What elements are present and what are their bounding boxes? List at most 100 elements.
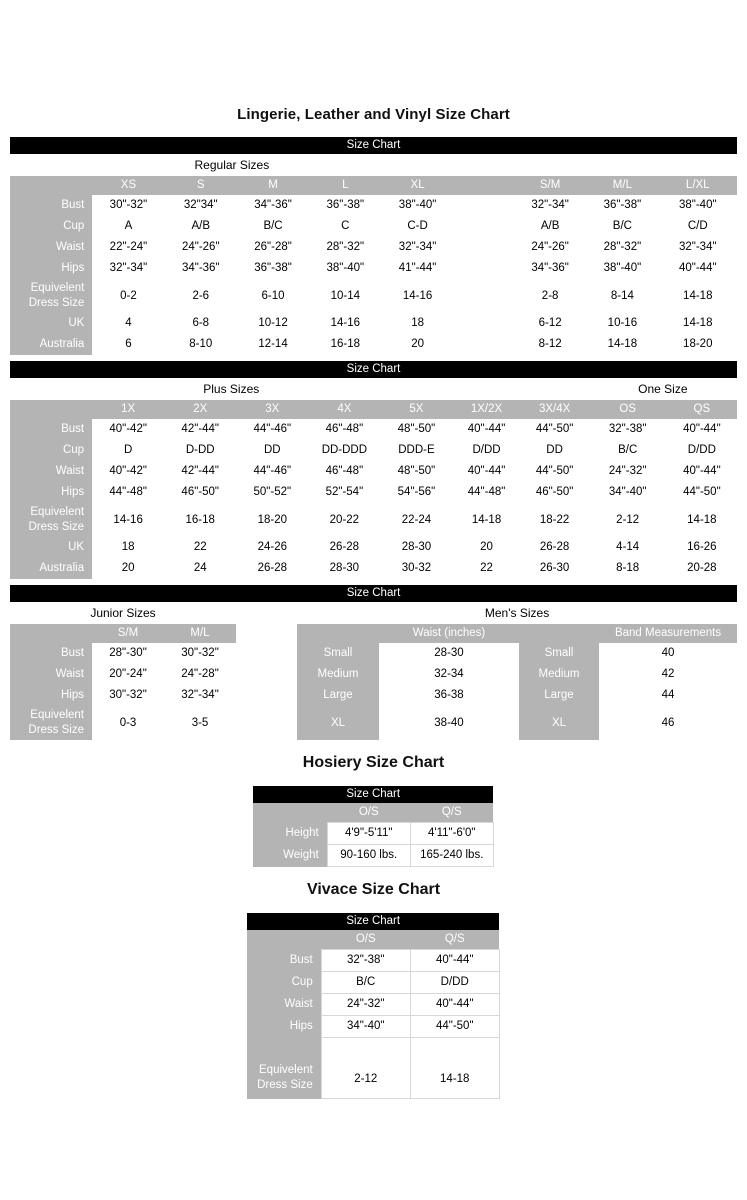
table-row: Cup A A/B B/C C C-D A/B B/C C/D [10, 216, 737, 237]
cell: 30"-32" [92, 685, 164, 706]
table-row: Bust 32"-38" 40"-44" [247, 949, 500, 972]
cell: 30-32 [380, 558, 453, 579]
cell: D/DD [409, 971, 500, 994]
cell: DD [236, 440, 309, 461]
cell-gap [453, 216, 514, 237]
junior-sizes-caption: Junior Sizes [10, 602, 236, 624]
cell: 26-30 [520, 558, 589, 579]
cell: 28-30 [308, 558, 381, 579]
junior-mens-column-header-row: S/M M/L Waist (inches) Band Measurements [10, 624, 738, 643]
cell: 32-34 [379, 664, 519, 685]
cell: 36-38 [379, 685, 519, 706]
label-line-2: Dress Size [257, 1079, 313, 1091]
section-gap [236, 664, 297, 685]
cell: B/C [320, 971, 411, 994]
cell: 44"-50" [520, 419, 589, 440]
cell: 14-16 [381, 279, 454, 313]
cell-gap [453, 195, 514, 216]
cell: D/DD [666, 440, 737, 461]
cell: 18 [92, 537, 165, 558]
one-size-caption: One Size [588, 378, 737, 400]
regular-col-m: M [236, 176, 310, 195]
page-title-lingerie: Lingerie, Leather and Vinyl Size Chart [237, 106, 510, 123]
plus-col-2x: 2X [164, 400, 237, 419]
label-line-2: Dress Size [28, 521, 85, 533]
cell: D-DD [164, 440, 237, 461]
cell: 6 [92, 334, 165, 355]
cell: C/D [658, 216, 737, 237]
table-row: Height 4'9"-5'11" 4'11"-6'0" [253, 822, 494, 845]
cell: 40"-44" [452, 419, 521, 440]
table-row: Waist 22"-24" 24"-26" 26"-28" 28"-32" 32… [10, 237, 737, 258]
cell: 14-18 [586, 334, 659, 355]
regular-row-label-uk: UK [10, 313, 93, 334]
vivace-col-os: O/S [321, 930, 411, 950]
plus-sizes-table: Size Chart Plus Sizes One Size 1X 2X 3X … [10, 361, 737, 579]
table-row: Bust 30"-32" 32"34" 34"-36" 36"-38" 38"-… [10, 195, 737, 216]
junior-col-ml: M/L [164, 624, 236, 643]
regular-col-xl: XL [381, 176, 454, 195]
cell: 14-18 [409, 1037, 500, 1099]
cell: 2-8 [513, 279, 587, 313]
regular-col-ml: M/L [586, 176, 659, 195]
mens-row-label-medium: Medium [297, 664, 379, 685]
cell: 28"-32" [586, 237, 659, 258]
vivace-row-label-cup: Cup [247, 971, 322, 994]
cell: 4'11"-6'0" [409, 822, 494, 845]
cell: 6-12 [513, 313, 587, 334]
vivace-section: Size Chart O/S Q/S Bust 32"-38" 40"-44" … [0, 913, 747, 1099]
cell: 8-10 [164, 334, 237, 355]
cell: 18-20 [658, 334, 737, 355]
mens-corner-cell [297, 624, 379, 643]
cell: 10-12 [236, 313, 310, 334]
table-row: Australia 6 8-10 12-14 16-18 20 8-12 14-… [10, 334, 737, 355]
cell: 50"-52" [236, 482, 309, 503]
cell: 28"-32" [309, 237, 382, 258]
regular-sizes-table: Size Chart Regular Sizes XS S M L XL S/M… [10, 137, 737, 355]
cell: 32"-34" [513, 195, 587, 216]
table-row: Equivelent Dress Size 2-12 14-18 [247, 1037, 500, 1099]
cell: D [92, 440, 165, 461]
cell: 24"-26" [513, 237, 587, 258]
cell: 18 [381, 313, 454, 334]
plus-col-qs: QS [666, 400, 737, 419]
cell: 34"-40" [320, 1015, 411, 1038]
junior-mens-section: Size Chart Junior Sizes Men's Sizes S/M … [0, 585, 747, 740]
cell: DDD-E [380, 440, 453, 461]
plus-column-header-row: 1X 2X 3X 4X 5X 1X/2X 3X/4X OS QS [10, 400, 737, 419]
cell: 30"-32" [164, 643, 236, 664]
cell: 22-24 [380, 503, 453, 537]
hosiery-column-header-row: O/S Q/S [253, 803, 494, 823]
cell: C [309, 216, 382, 237]
section-gap [236, 624, 297, 643]
mens-band-label-large: Large [519, 685, 599, 706]
mens-col-waist: Waist (inches) [379, 624, 519, 643]
size-chart-bar: Size Chart [10, 137, 737, 154]
plus-row-label-cup: Cup [10, 440, 93, 461]
section-title-hosiery: Hosiery Size Chart [302, 754, 445, 771]
section-gap [236, 685, 297, 706]
cell: 40 [599, 643, 738, 664]
junior-corner-cell [10, 624, 92, 643]
cell: 34"-36" [513, 258, 587, 279]
plus-row-label-bust: Bust [10, 419, 93, 440]
junior-mens-caption-row: Junior Sizes Men's Sizes [10, 602, 738, 624]
size-chart-bar-row: Size Chart [10, 137, 737, 154]
cell: 12-14 [236, 334, 310, 355]
cell: 36"-38" [586, 195, 659, 216]
cell: 34"-36" [236, 195, 310, 216]
regular-col-sm: S/M [513, 176, 587, 195]
regular-corner-cell [10, 176, 93, 195]
table-row: Equivelent Dress Size 0-3 3-5 XL 38-40 X… [10, 706, 738, 740]
cell: 28"-30" [92, 643, 164, 664]
cell-gap [453, 334, 514, 355]
cell: 36"-38" [309, 195, 382, 216]
table-row: Hips 32"-34" 34"-36" 36"-38" 38"-40" 41"… [10, 258, 737, 279]
vivace-row-label-bust: Bust [247, 949, 322, 972]
cell: 46"-48" [308, 419, 381, 440]
cell: 40"-44" [409, 949, 500, 972]
cell: 10-16 [586, 313, 659, 334]
cell: 41"-44" [381, 258, 454, 279]
plus-row-label-dress-size: Equivelent Dress Size [10, 503, 93, 537]
plus-col-os: OS [588, 400, 667, 419]
